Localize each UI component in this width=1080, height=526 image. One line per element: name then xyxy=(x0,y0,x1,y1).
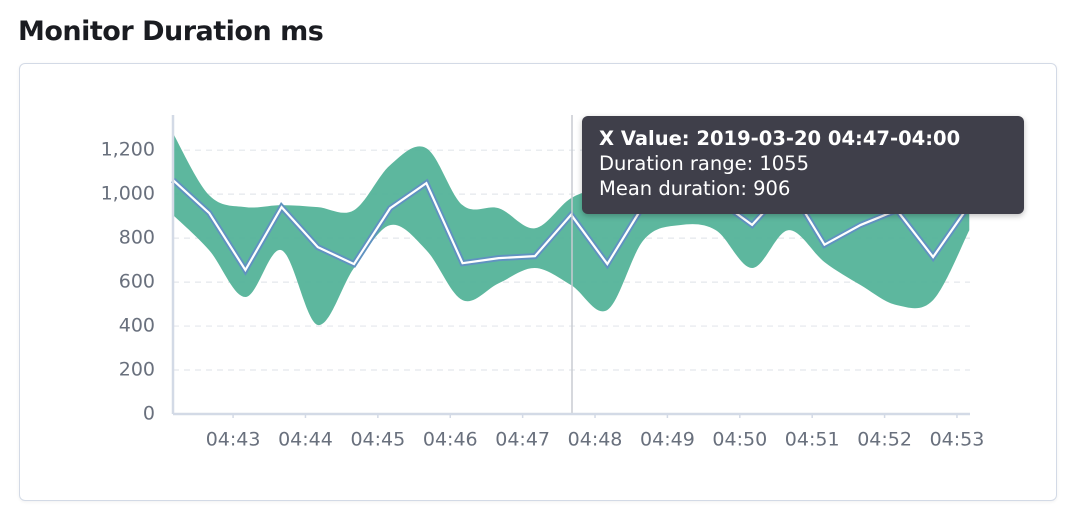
chart-panel xyxy=(19,63,1057,501)
x-tick-label: 04:45 xyxy=(350,429,405,451)
tooltip-header: X Value: 2019-03-20 04:47-04:00 xyxy=(599,127,961,150)
x-tick-label: 04:43 xyxy=(206,429,261,451)
x-tick-label: 04:44 xyxy=(278,429,333,451)
x-tick-label: 04:47 xyxy=(495,429,550,451)
tooltip-line: Duration range: 1055 xyxy=(599,152,809,175)
y-tick-label: 200 xyxy=(119,359,155,381)
y-tick-label: 1,200 xyxy=(101,139,155,161)
x-tick-label: 04:52 xyxy=(857,429,912,451)
x-tick-label: 04:48 xyxy=(568,429,623,451)
y-tick-label: 600 xyxy=(119,271,155,293)
x-tick-label: 04:46 xyxy=(423,429,478,451)
x-tick-label: 04:50 xyxy=(712,429,767,451)
chart-title: Monitor Duration ms xyxy=(18,16,324,47)
y-tick-label: 0 xyxy=(143,403,155,425)
mean-line xyxy=(172,179,971,273)
range-band xyxy=(173,133,970,326)
x-tick-label: 04:51 xyxy=(785,429,840,451)
y-tick-label: 800 xyxy=(119,227,155,249)
tooltip: X Value: 2019-03-20 04:47-04:00 Duration… xyxy=(582,116,1024,214)
x-tick-label: 04:53 xyxy=(930,429,985,451)
tooltip-line: Mean duration: 906 xyxy=(599,177,791,200)
y-tick-label: 400 xyxy=(119,315,155,337)
y-tick-label: 1,000 xyxy=(101,183,155,205)
x-tick-label: 04:49 xyxy=(640,429,695,451)
